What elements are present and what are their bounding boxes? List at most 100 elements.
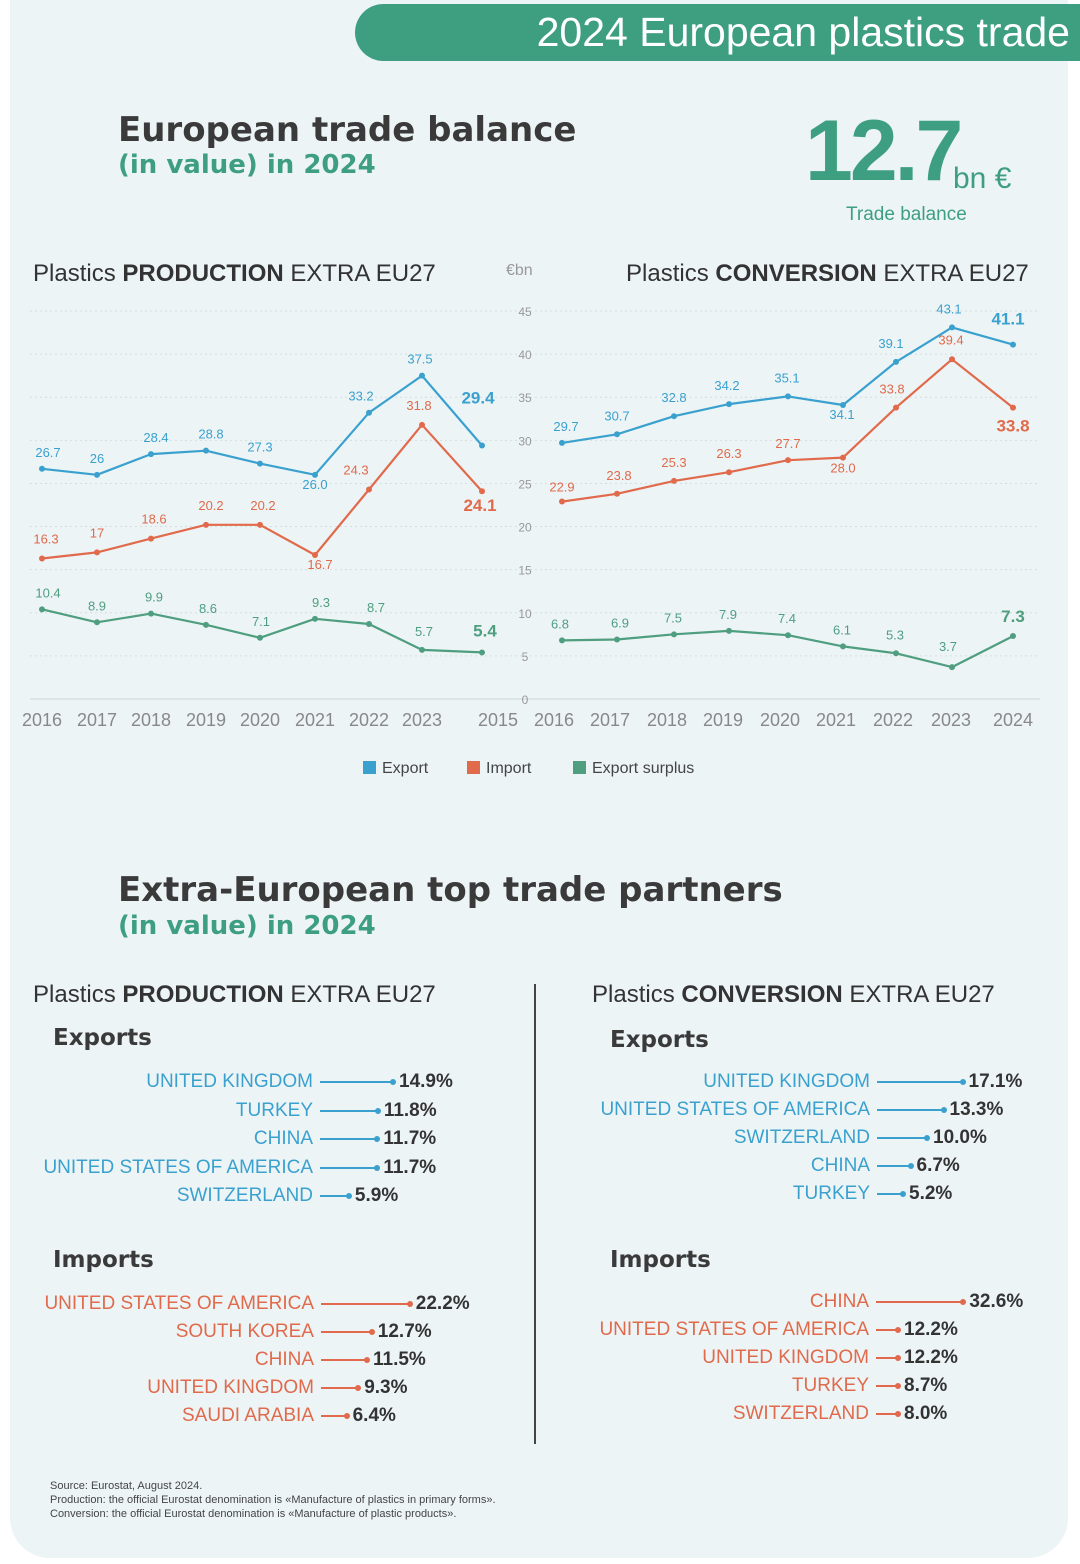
- data-label: 41.1: [991, 310, 1024, 329]
- data-label: 20.2: [198, 498, 223, 513]
- y-tick-label: 5: [522, 650, 529, 664]
- partner-share-value: 11.7%: [383, 1156, 437, 1178]
- data-point: [726, 627, 732, 634]
- data-label: 26.7: [35, 445, 60, 460]
- conversion-import-row: UNITED STATES OF AMERICA 12.2%: [0, 1316, 1080, 1344]
- data-label: 26.3: [716, 446, 741, 461]
- partner-share-value: 13.3%: [949, 1099, 1004, 1120]
- conversion-imports-heading: Imports: [610, 1247, 711, 1273]
- legend-swatch-export: [363, 761, 376, 774]
- partner-name: SWITZERLAND: [733, 1127, 870, 1148]
- partner-share-value: 8.7%: [904, 1375, 948, 1396]
- trade-line-charts: 0 5 10 15 20 25 30 35 40 45 2016 2017 2018 2019 2020 20…: [22, 301, 1040, 730]
- data-point: [949, 356, 955, 363]
- data-point: [94, 619, 100, 626]
- data-point: [366, 620, 372, 627]
- data-label: 26: [90, 451, 104, 466]
- partner-name: UNITED STATES OF AMERICA: [43, 1156, 313, 1178]
- partner-share-dot: [368, 1329, 375, 1335]
- partner-share-line: [321, 1303, 410, 1305]
- partner-name: SWITZERLAND: [732, 1403, 869, 1424]
- production-import-row: SAUDI ARABIA 6.4%: [0, 1402, 1080, 1430]
- data-label: 32.8: [661, 390, 686, 405]
- data-label: 7.1: [252, 614, 270, 629]
- production-export-row: TURKEY 11.8%: [0, 1097, 1080, 1125]
- partner-share-line: [876, 1329, 898, 1331]
- partner-share-line: [320, 1138, 378, 1140]
- conversion-import-row: TURKEY 8.7%: [0, 1372, 1080, 1400]
- data-label: 43.1: [936, 301, 961, 316]
- partner-name: CHINA: [809, 1291, 869, 1312]
- x-tick-label: 2022: [349, 710, 389, 730]
- partner-share-line: [877, 1165, 911, 1167]
- partner-share-line: [877, 1109, 944, 1111]
- x-tick-label: 2020: [240, 710, 280, 730]
- data-point: [949, 324, 955, 331]
- x-tick-label: 2018: [131, 710, 171, 730]
- x-tick-label: 2017: [590, 710, 630, 730]
- data-point: [559, 439, 565, 446]
- legend-swatch-surplus: [573, 761, 586, 774]
- data-point: [840, 401, 846, 408]
- partner-name: TURKEY: [792, 1183, 870, 1204]
- trade-balance-value: 12.7: [805, 103, 963, 199]
- partner-share-value: 6.4%: [352, 1405, 396, 1426]
- banner-title: 2024 European plastics trade: [355, 4, 1080, 61]
- data-label: 18.6: [141, 512, 166, 527]
- partner-share-line: [321, 1331, 372, 1333]
- partner-share-value: 5.9%: [354, 1185, 399, 1206]
- data-point: [726, 469, 732, 476]
- column-divider: [534, 984, 536, 1444]
- data-label: 16.7: [307, 557, 332, 572]
- partner-share-line: [876, 1413, 898, 1415]
- data-label: 7.3: [1001, 607, 1025, 626]
- data-label: 34.2: [714, 378, 739, 393]
- x-tick-label: 2023: [402, 710, 442, 730]
- partner-share-line: [320, 1081, 393, 1083]
- partner-share-dot: [900, 1191, 906, 1197]
- data-point: [614, 490, 620, 497]
- partner-share-line: [876, 1357, 898, 1359]
- data-label: 24.3: [343, 462, 368, 477]
- y-tick-label: 45: [518, 305, 532, 319]
- data-point: [148, 535, 154, 542]
- data-label: 6.8: [551, 616, 569, 631]
- data-label: 29.7: [553, 419, 578, 434]
- x-tick-label: 2020: [760, 710, 800, 730]
- conversion-import-row: SWITZERLAND 8.0%: [0, 1400, 1080, 1428]
- data-point: [614, 636, 620, 643]
- partner-share-dot: [960, 1299, 967, 1305]
- production-partners-title: Plastics PRODUCTION EXTRA EU27: [33, 981, 436, 1008]
- trade-balance-subtitle: (in value) in 2024: [118, 150, 376, 180]
- partner-share-line: [877, 1193, 903, 1195]
- partner-share-value: 11.7%: [383, 1128, 437, 1149]
- x-tick-label: 2024: [993, 710, 1033, 730]
- data-point: [257, 634, 263, 641]
- partner-share-value: 8.0%: [904, 1403, 948, 1424]
- partner-share-dot: [924, 1135, 930, 1141]
- data-label: 6.1: [833, 622, 851, 637]
- partner-name: CHINA: [253, 1128, 313, 1149]
- data-point: [559, 498, 565, 505]
- partner-share-dot: [390, 1079, 396, 1085]
- partner-share-value: 14.9%: [399, 1071, 453, 1092]
- data-point: [39, 555, 45, 562]
- partner-name: UNITED STATES OF AMERICA: [600, 1099, 870, 1120]
- partner-share-dot: [343, 1413, 350, 1419]
- conversion-export-row: TURKEY 5.2%: [0, 1180, 1080, 1208]
- data-point: [726, 401, 732, 408]
- x-tick-label: 2022: [873, 710, 913, 730]
- data-label: 17: [90, 525, 104, 540]
- data-point: [479, 488, 485, 495]
- data-label: 5.3: [886, 627, 904, 642]
- partner-name: SOUTH KOREA: [175, 1321, 314, 1342]
- partner-share-dot: [364, 1357, 370, 1363]
- data-label: 6.9: [611, 616, 629, 631]
- production-import-row: UNITED STATES OF AMERICA 22.2%: [0, 1290, 1080, 1318]
- x-tick-label: 2019: [186, 710, 226, 730]
- data-label: 33.8: [879, 382, 904, 397]
- data-point: [419, 372, 425, 379]
- partner-share-value: 10.0%: [933, 1127, 987, 1148]
- partner-name: SWITZERLAND: [176, 1185, 313, 1206]
- conversion-export-row: UNITED KINGDOM 17.1%: [0, 1068, 1080, 1096]
